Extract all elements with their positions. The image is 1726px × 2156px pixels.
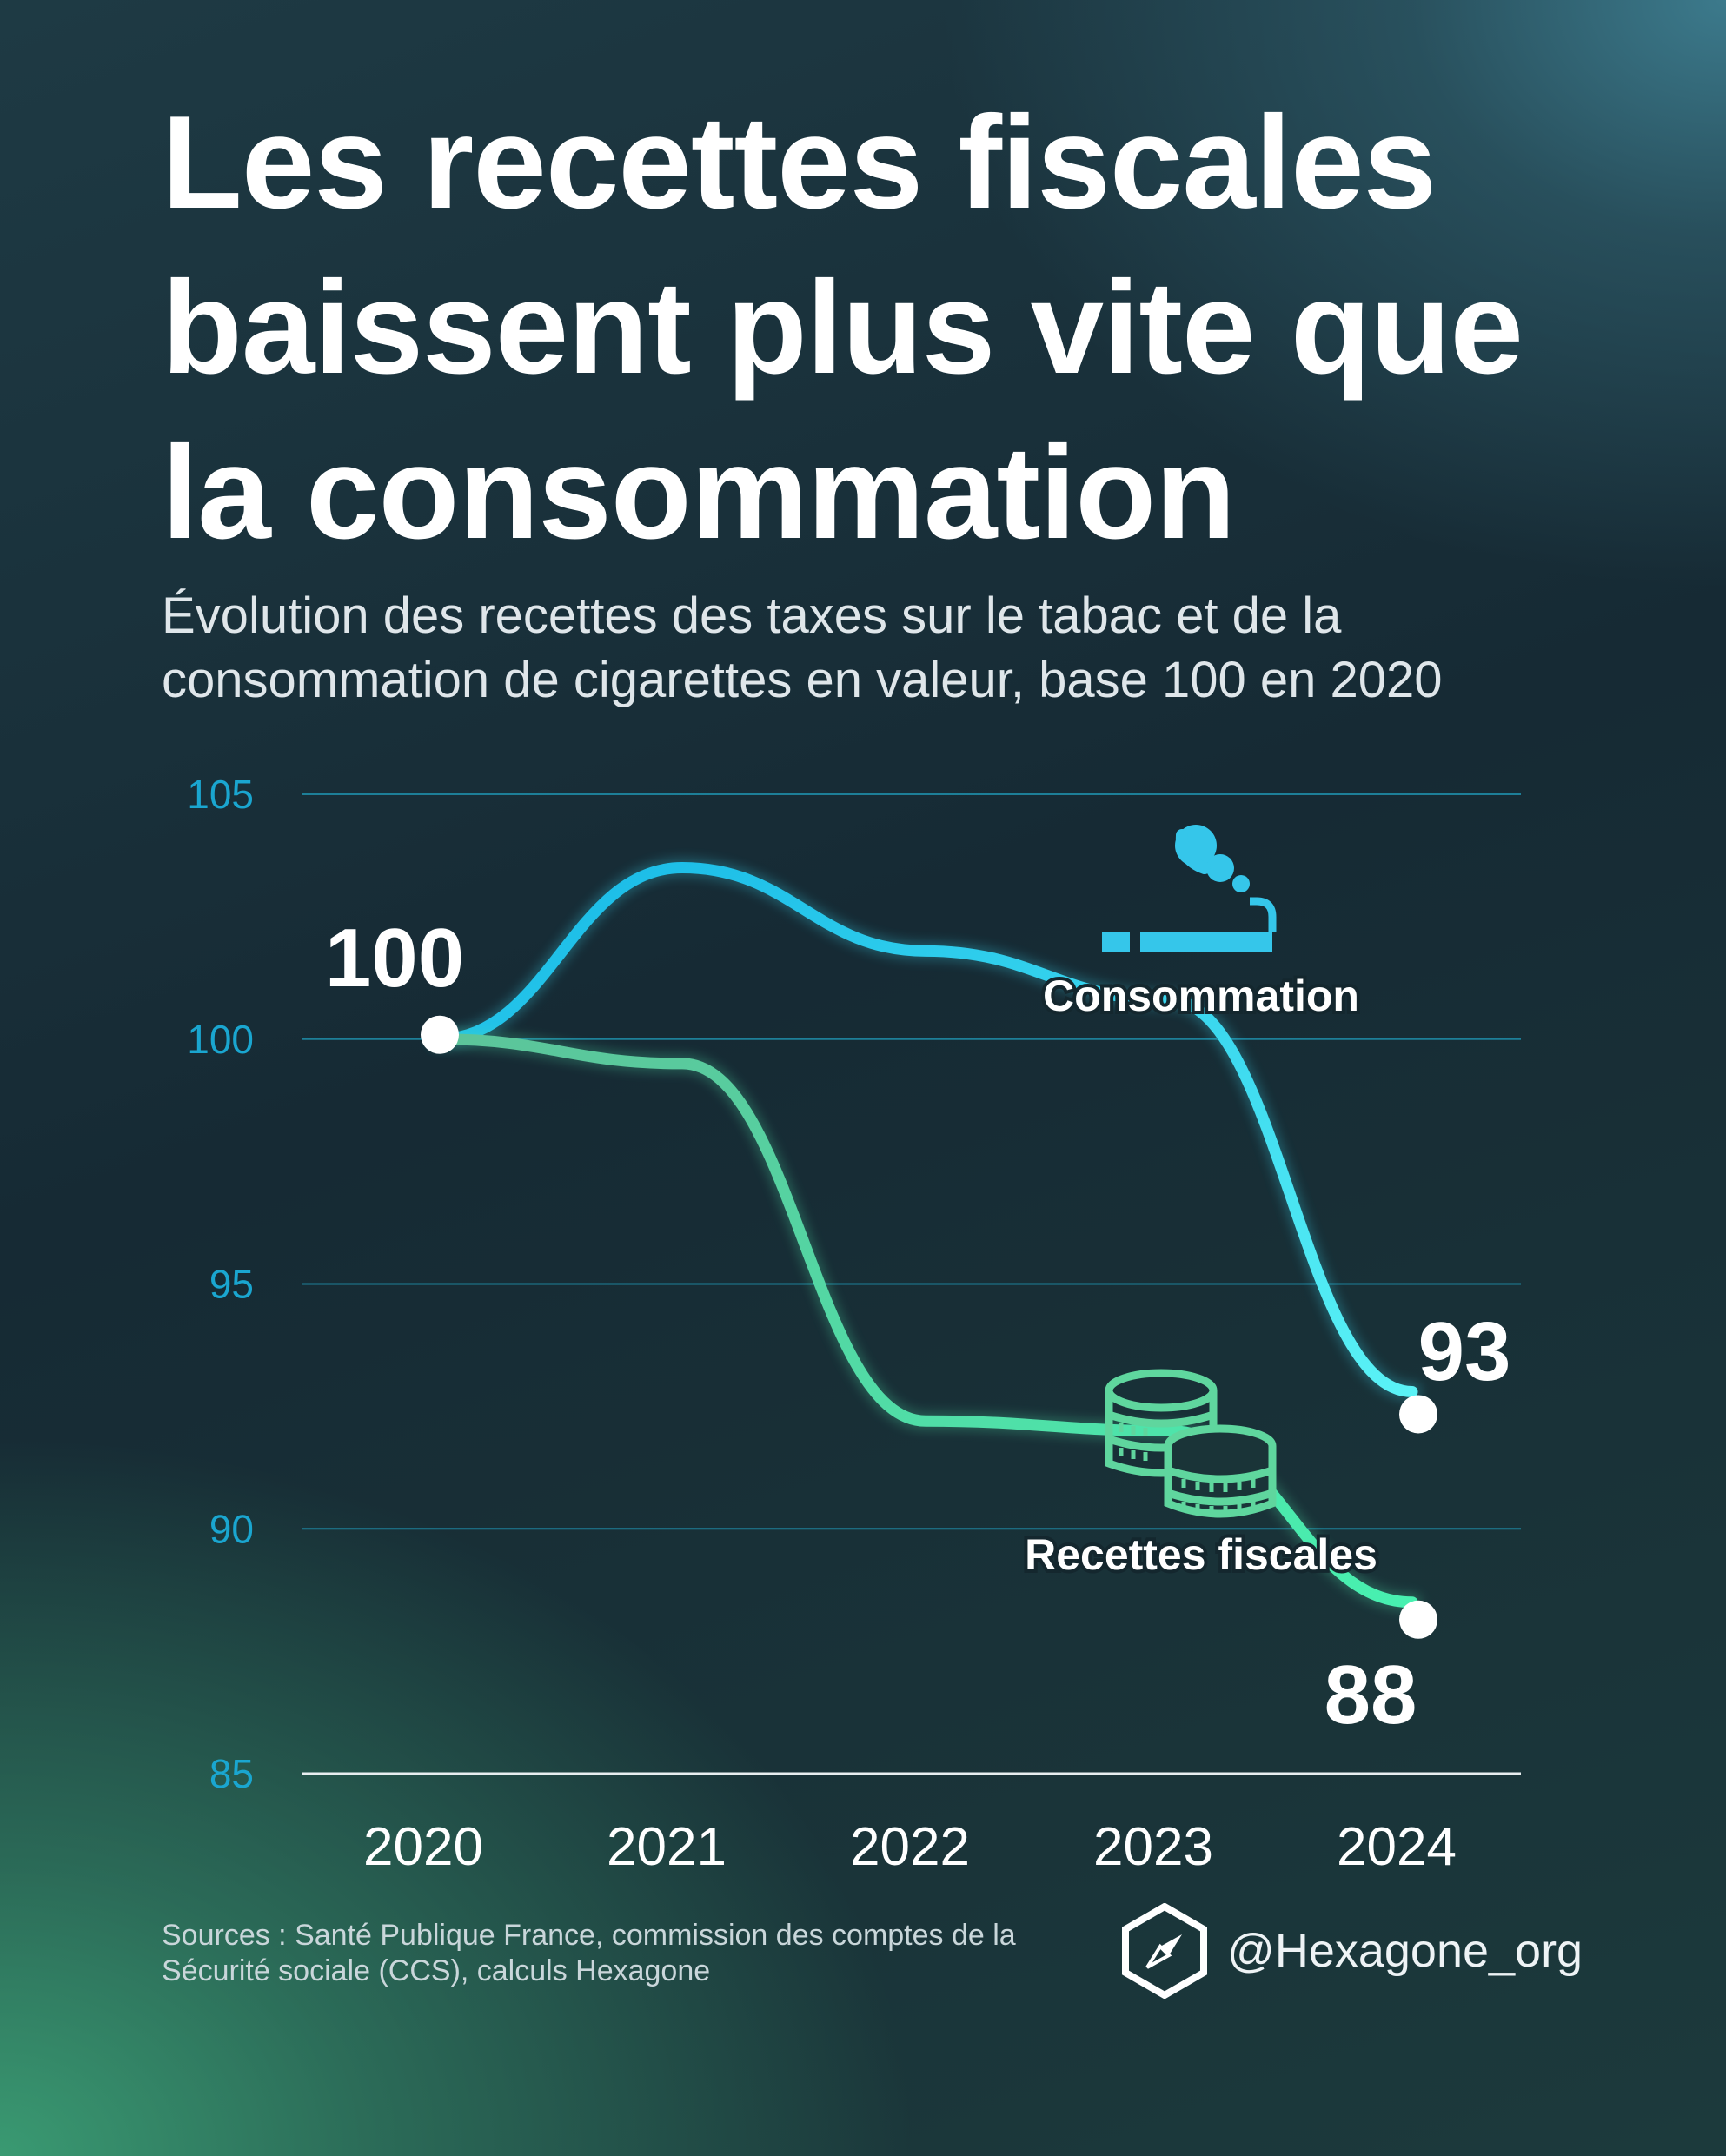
hexagon-compass-icon <box>1122 1903 1207 1999</box>
line-chart: 105 100 95 90 85 2020 2021 2022 2023 2024 <box>187 772 1521 1877</box>
x-tick-label: 2021 <box>607 1817 727 1877</box>
y-tick-label: 85 <box>209 1751 254 1796</box>
data-point-start <box>421 1015 459 1054</box>
value-label-start: 100 <box>325 912 464 1005</box>
x-axis: 2020 2021 2022 2023 2024 <box>363 1817 1457 1877</box>
brand[interactable]: @Hexagone_org <box>1121 1903 1583 1999</box>
title-line: baissent plus vite que <box>162 254 1524 401</box>
sources-line: Sécurité sociale (CCS), calculs Hexagone <box>162 1954 711 1987</box>
legend-recettes: Recettes fiscales <box>1025 1530 1377 1579</box>
data-point-end-consommation <box>1399 1395 1437 1434</box>
y-tick-label: 95 <box>209 1262 254 1307</box>
data-point-end-recettes <box>1399 1600 1437 1639</box>
brand-handle[interactable]: @Hexagone_org <box>1227 1925 1583 1977</box>
x-tick-label: 2024 <box>1337 1817 1457 1877</box>
subtitle-line: consommation de cigarettes en valeur, ba… <box>162 652 1443 708</box>
series-line-consommation <box>433 862 1418 1397</box>
data-points <box>421 1015 1437 1639</box>
sources-note: Sources : Santé Publique France, commiss… <box>162 1918 1100 1989</box>
sources-line: Sources : Santé Publique France, commiss… <box>162 1919 1016 1952</box>
legend-consommation: Consommation <box>1043 972 1359 1020</box>
value-label-recettes-end: 88 <box>1324 1649 1417 1741</box>
subtitle-line: Évolution des recettes des taxes sur le … <box>162 587 1342 644</box>
cigarette-icon <box>1102 825 1277 952</box>
coins-icon <box>1105 1369 1277 1518</box>
page-title: Les recettes fiscales baissent plus vite… <box>162 80 1639 575</box>
subtitle: Évolution des recettes des taxes sur le … <box>162 584 1656 713</box>
x-tick-label: 2020 <box>363 1817 483 1877</box>
x-tick-label: 2022 <box>850 1817 970 1877</box>
title-line: Les recettes fiscales <box>162 89 1437 236</box>
y-tick-label: 100 <box>187 1017 254 1062</box>
x-tick-label: 2023 <box>1093 1817 1213 1877</box>
value-label-consommation-end: 93 <box>1418 1305 1511 1398</box>
y-tick-label: 90 <box>209 1506 254 1551</box>
y-axis: 105 100 95 90 85 <box>187 772 254 1796</box>
y-tick-label: 105 <box>187 772 254 817</box>
title-line: la consommation <box>162 419 1236 567</box>
